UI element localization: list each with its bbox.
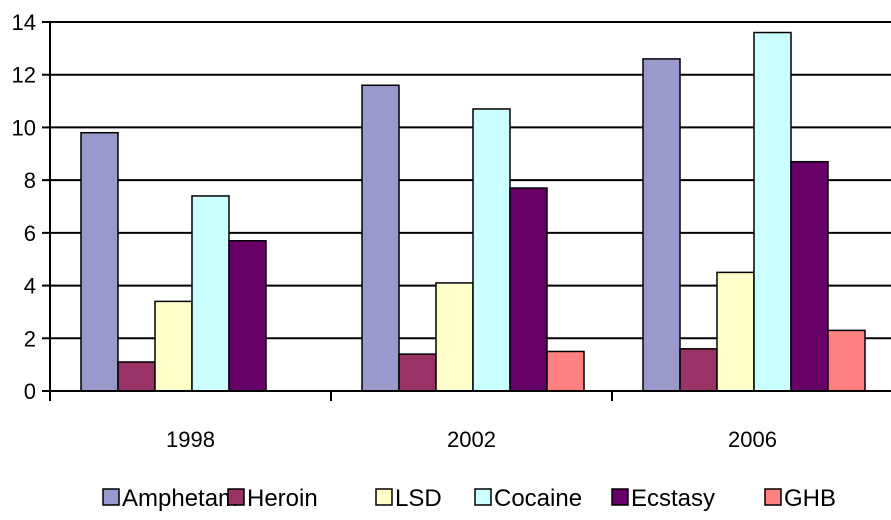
bar xyxy=(827,329,866,392)
bar xyxy=(790,160,829,392)
bar xyxy=(361,84,400,392)
y-tick-label: 12 xyxy=(12,63,36,88)
bar xyxy=(191,195,230,392)
bar xyxy=(642,58,681,392)
legend-label: LSD xyxy=(395,485,442,512)
bar xyxy=(398,353,437,392)
bar xyxy=(472,108,511,392)
bars xyxy=(80,31,866,392)
legend-swatch xyxy=(474,488,492,506)
legend-swatch xyxy=(611,488,629,506)
legend-swatch xyxy=(227,488,245,506)
x-category-label: 1998 xyxy=(166,427,215,452)
legend-swatch xyxy=(102,488,120,506)
legend: Amphetam Heroin LSD Cocaine Ecstasy GHB xyxy=(102,485,836,512)
bar xyxy=(509,187,548,392)
x-category-label: 2006 xyxy=(728,427,777,452)
y-tick-label: 0 xyxy=(24,379,36,404)
legend-label: Cocaine xyxy=(494,485,582,512)
gridlines xyxy=(50,21,891,340)
y-tick-label: 14 xyxy=(12,10,36,35)
axes: 0 2 4 6 8 10 12 14 1998 2002 2006 xyxy=(12,10,891,452)
bar xyxy=(117,361,156,392)
bar xyxy=(546,350,585,392)
legend-label: Ecstasy xyxy=(631,485,715,512)
bar xyxy=(154,300,193,392)
bar xyxy=(228,240,267,392)
y-tick-label: 2 xyxy=(24,326,36,351)
bar xyxy=(716,271,755,392)
bar xyxy=(679,348,718,392)
bar xyxy=(80,131,119,392)
y-tick-label: 4 xyxy=(24,274,36,299)
legend-label: Heroin xyxy=(247,485,318,512)
legend-swatch xyxy=(764,488,782,506)
x-category-label: 2002 xyxy=(447,427,496,452)
legend-label: GHB xyxy=(784,485,836,512)
y-tick-label: 6 xyxy=(24,221,36,246)
bar xyxy=(753,31,792,392)
legend-label: Amphetam xyxy=(122,485,238,512)
bar xyxy=(435,282,474,392)
y-tick-label: 8 xyxy=(24,168,36,193)
legend-swatch xyxy=(375,488,393,506)
y-tick-label: 10 xyxy=(12,115,36,140)
